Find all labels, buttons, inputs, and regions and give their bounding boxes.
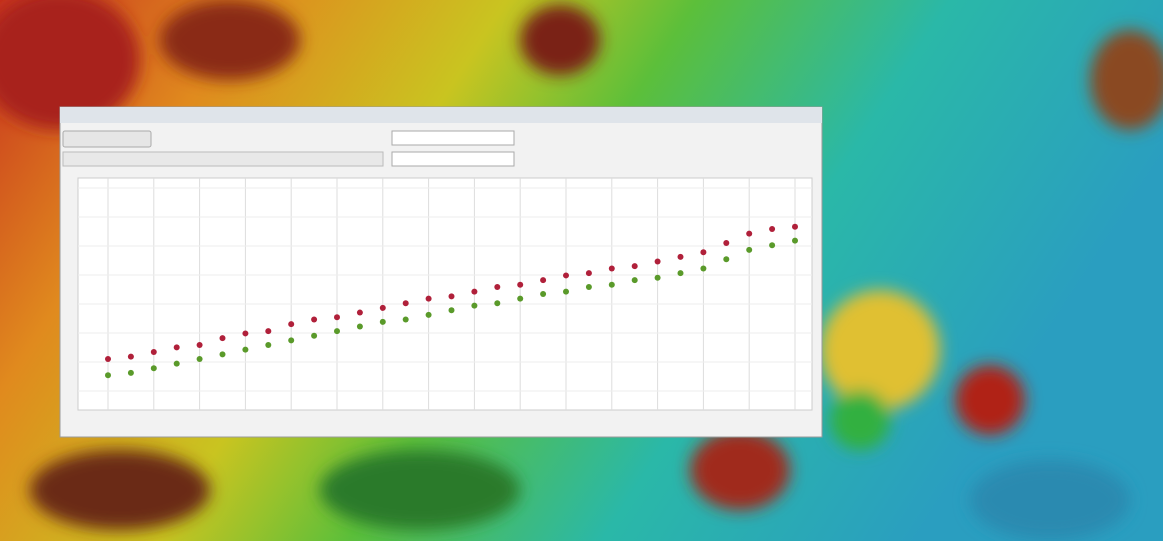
page: (() => { const data = JSON.parse(documen…: [0, 0, 1163, 541]
data-point: [609, 282, 615, 288]
data-point: [311, 317, 317, 323]
data-point: [563, 272, 569, 278]
screen: [0, 0, 1163, 541]
data-point: [128, 354, 134, 360]
data-point: [540, 291, 546, 297]
data-point: [197, 356, 203, 362]
data-point: [769, 226, 775, 232]
data-point: [220, 351, 226, 357]
toolbar-button[interactable]: [63, 131, 151, 147]
data-point: [105, 372, 111, 378]
plot-area: [78, 178, 812, 410]
data-point: [655, 259, 661, 265]
data-point: [723, 240, 729, 246]
data-point: [265, 328, 271, 334]
data-point: [449, 307, 455, 313]
data-point: [769, 242, 775, 248]
input-field[interactable]: [392, 131, 514, 145]
data-point: [792, 238, 798, 244]
data-point: [380, 305, 386, 311]
data-point: [517, 296, 523, 302]
data-point: [334, 328, 340, 334]
toolbar[interactable]: [63, 152, 383, 166]
input-field[interactable]: [392, 152, 514, 166]
data-point: [265, 342, 271, 348]
data-point: [426, 296, 432, 302]
data-point: [632, 263, 638, 269]
data-point: [655, 275, 661, 281]
data-point: [517, 282, 523, 288]
data-point: [792, 224, 798, 230]
data-point: [700, 265, 706, 271]
data-point: [174, 344, 180, 350]
data-point: [197, 342, 203, 348]
data-point: [242, 330, 248, 336]
data-point: [334, 314, 340, 320]
data-point: [288, 321, 294, 327]
data-point: [586, 270, 592, 276]
data-point: [357, 310, 363, 316]
data-point: [357, 323, 363, 329]
data-point: [426, 312, 432, 318]
data-point: [494, 300, 500, 306]
data-point: [494, 284, 500, 290]
data-point: [609, 265, 615, 271]
data-point: [220, 335, 226, 341]
data-point: [471, 303, 477, 309]
data-point: [151, 349, 157, 355]
data-point: [471, 289, 477, 295]
data-point: [563, 289, 569, 295]
data-point: [105, 356, 111, 362]
data-point: [151, 365, 157, 371]
data-point: [449, 293, 455, 299]
data-point: [128, 370, 134, 376]
data-point: [746, 231, 752, 237]
data-point: [403, 300, 409, 306]
data-point: [242, 347, 248, 353]
data-point: [678, 270, 684, 276]
data-point: [700, 249, 706, 255]
data-point: [403, 317, 409, 323]
data-point: [380, 319, 386, 325]
data-point: [723, 256, 729, 262]
title-bar: [60, 107, 822, 123]
data-point: [311, 333, 317, 339]
data-point: [174, 361, 180, 367]
data-point: [586, 284, 592, 290]
data-point: [540, 277, 546, 283]
data-point: [746, 247, 752, 253]
data-point: [632, 277, 638, 283]
data-point: [678, 254, 684, 260]
data-point: [288, 337, 294, 343]
